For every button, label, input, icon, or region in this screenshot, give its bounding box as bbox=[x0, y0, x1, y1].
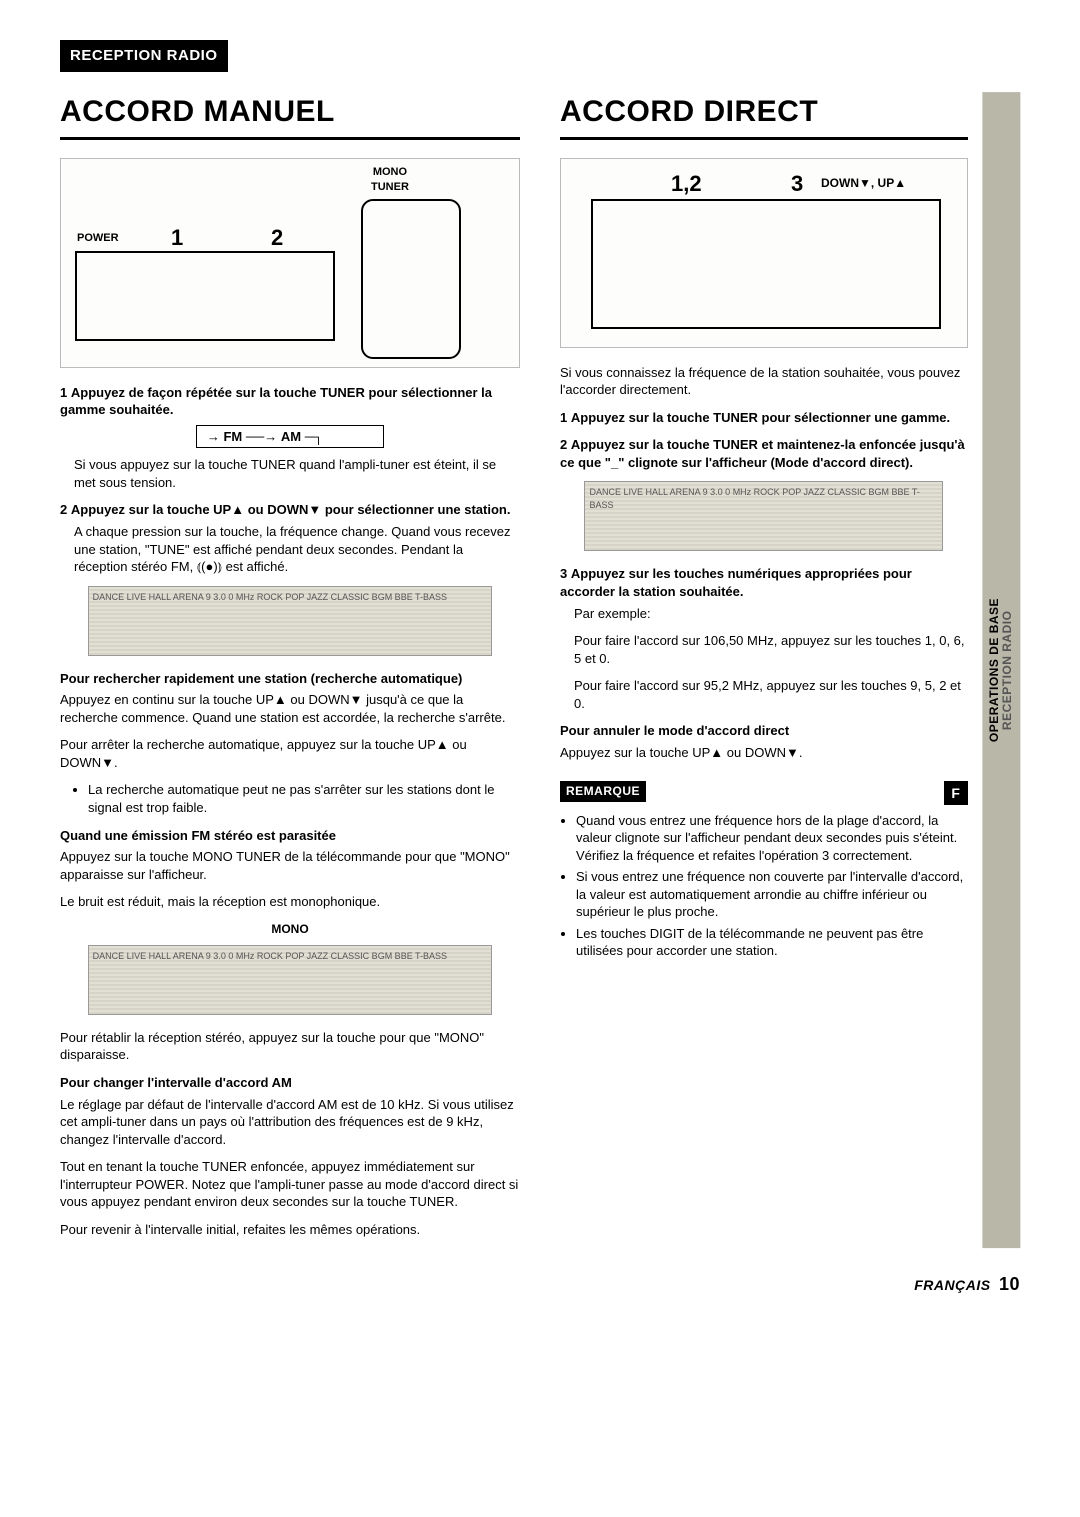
step-2-head: Appuyez sur la touche UP▲ ou DOWN▼ pour … bbox=[71, 502, 511, 517]
step-1: 1 Appuyez de façon répétée sur la touche… bbox=[60, 384, 520, 492]
direct-step-2-head: Appuyez sur la touche TUNER et maintenez… bbox=[560, 437, 965, 470]
remark-2: Si vous entrez une fréquence non couvert… bbox=[576, 868, 968, 921]
step-1-body: Si vous appuyez sur la touche TUNER quan… bbox=[74, 456, 520, 491]
label-12: 1,2 bbox=[671, 169, 702, 199]
remark-list: Quand vous entrez une fréquence hors de … bbox=[576, 812, 968, 960]
lcd-display-1: DANCE LIVE HALL ARENA 9 3.0 0 MHz ROCK P… bbox=[88, 586, 493, 656]
step-1-num: 1 bbox=[60, 385, 67, 400]
side-tab: OPERATIONS DE BASE RECEPTION RADIO bbox=[982, 92, 1020, 1248]
lcd-display-3: DANCE LIVE HALL ARENA 9 3.0 0 MHz ROCK P… bbox=[584, 481, 943, 551]
section-banner: RECEPTION RADIO bbox=[60, 40, 228, 72]
direct-step-3: 3 Appuyez sur les touches numériques app… bbox=[560, 565, 968, 712]
fmnoise-p1: Appuyez sur la touche MONO TUNER de la t… bbox=[60, 848, 520, 883]
direct-step-2-num: 2 bbox=[560, 437, 567, 452]
autosearch-head: Pour rechercher rapidement une station (… bbox=[60, 670, 520, 688]
direct-intro: Si vous connaissez la fréquence de la st… bbox=[560, 364, 968, 399]
label-2: 2 bbox=[271, 223, 283, 253]
label-mono-tuner: MONO TUNER bbox=[371, 165, 409, 195]
autosearch-p2: Pour arrêter la recherche automatique, a… bbox=[60, 736, 520, 771]
cycle-fm: FM bbox=[223, 429, 242, 444]
heading-direct: ACCORD DIRECT bbox=[560, 92, 968, 140]
footer-page: 10 bbox=[999, 1274, 1020, 1294]
direct-step-3-num: 3 bbox=[560, 566, 567, 581]
cycle-am: AM bbox=[281, 429, 301, 444]
lcd-display-2: DANCE LIVE HALL ARENA 9 3.0 0 MHz ROCK P… bbox=[88, 945, 493, 1015]
label-power: POWER bbox=[77, 231, 119, 246]
am-p1: Le réglage par défaut de l'intervalle d'… bbox=[60, 1096, 520, 1149]
direct-step-1: 1 Appuyez sur la touche TUNER pour sélec… bbox=[560, 409, 968, 427]
direct-step-2: 2 Appuyez sur la touche TUNER et mainten… bbox=[560, 436, 968, 471]
direct-step-1-num: 1 bbox=[560, 410, 567, 425]
direct-step-3-head: Appuyez sur les touches numériques appro… bbox=[560, 566, 912, 599]
direct-step-1-head: Appuyez sur la touche TUNER pour sélecti… bbox=[571, 410, 950, 425]
step-2-num: 2 bbox=[60, 502, 67, 517]
autosearch-bullet-1: La recherche automatique peut ne pas s'a… bbox=[88, 781, 520, 816]
fm-am-cycle: → FM ──→ AM ─┐ bbox=[60, 425, 520, 449]
label-downup: DOWN▼, UP▲ bbox=[821, 175, 906, 191]
language-badge: F bbox=[944, 781, 968, 805]
direct-step-3-p1: Pour faire l'accord sur 106,50 MHz, appu… bbox=[574, 632, 968, 667]
page-footer: FRANÇAIS 10 bbox=[60, 1272, 1020, 1296]
autosearch-p1: Appuyez en continu sur la touche UP▲ ou … bbox=[60, 691, 520, 726]
label-3: 3 bbox=[791, 169, 803, 199]
diagram-direct: 1,2 3 DOWN▼, UP▲ bbox=[560, 158, 968, 348]
heading-manual: ACCORD MANUEL bbox=[60, 92, 520, 140]
diagram-manual: MONO TUNER POWER 1 2 bbox=[60, 158, 520, 368]
banner-text: RECEPTION RADIO bbox=[70, 47, 218, 64]
am-head: Pour changer l'intervalle d'accord AM bbox=[60, 1074, 520, 1092]
remark-3: Les touches DIGIT de la télécommande ne … bbox=[576, 925, 968, 960]
remark-1: Quand vous entrez une fréquence hors de … bbox=[576, 812, 968, 865]
step-2: 2 Appuyez sur la touche UP▲ ou DOWN▼ pou… bbox=[60, 501, 520, 575]
cancel-head: Pour annuler le mode d'accord direct bbox=[560, 722, 968, 740]
direct-step-3-p2: Pour faire l'accord sur 95,2 MHz, appuye… bbox=[574, 677, 968, 712]
step-1-head: Appuyez de façon répétée sur la touche T… bbox=[60, 385, 492, 418]
autosearch-bullets: La recherche automatique peut ne pas s'a… bbox=[88, 781, 520, 816]
fmnoise-p2: Le bruit est réduit, mais la réception e… bbox=[60, 893, 520, 911]
remark-tag: REMARQUE bbox=[560, 781, 646, 801]
cancel-body: Appuyez sur la touche UP▲ ou DOWN▼. bbox=[560, 744, 968, 762]
side-tab-main: OPERATIONS DE BASE bbox=[987, 598, 1001, 742]
fmnoise-head: Quand une émission FM stéréo est parasit… bbox=[60, 827, 520, 845]
footer-lang: FRANÇAIS bbox=[914, 1277, 990, 1293]
fmnoise-p3: Pour rétablir la réception stéréo, appuy… bbox=[60, 1029, 520, 1064]
direct-step-3-ex: Par exemple: bbox=[574, 605, 968, 623]
am-p2: Tout en tenant la touche TUNER enfoncée,… bbox=[60, 1158, 520, 1211]
column-right: ACCORD DIRECT 1,2 3 DOWN▼, UP▲ Si vous c… bbox=[560, 92, 1020, 1248]
mono-label: MONO bbox=[60, 921, 520, 937]
label-1: 1 bbox=[171, 223, 183, 253]
side-tab-sub: RECEPTION RADIO bbox=[1000, 611, 1014, 731]
am-p3: Pour revenir à l'intervalle initial, ref… bbox=[60, 1221, 520, 1239]
step-2-body: A chaque pression sur la touche, la fréq… bbox=[74, 523, 520, 576]
column-left: ACCORD MANUEL MONO TUNER POWER 1 2 1 App… bbox=[60, 92, 520, 1248]
two-column-layout: ACCORD MANUEL MONO TUNER POWER 1 2 1 App… bbox=[60, 92, 1020, 1248]
